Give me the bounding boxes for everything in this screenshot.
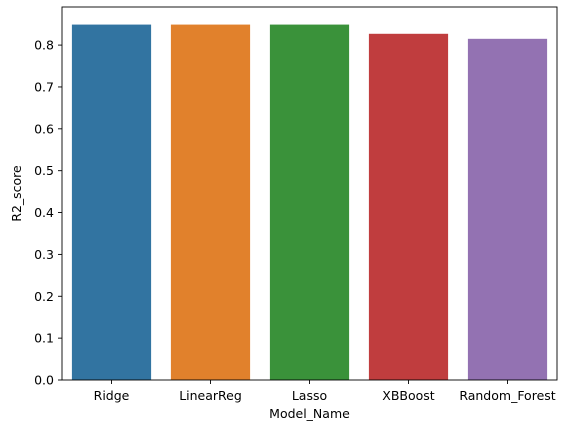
x-tick-label: XBBoost [382, 388, 435, 403]
y-tick-label: 0.3 [34, 247, 54, 262]
bar-xbboost [368, 33, 449, 381]
y-tick-label: 0.6 [34, 121, 54, 136]
plot-frame [61, 6, 558, 381]
y-tick-label: 0.4 [34, 205, 54, 220]
x-tick-label: Ridge [94, 388, 130, 403]
y-tick-label: 0.8 [34, 38, 54, 53]
x-axis-ticks: Ridge LinearReg Lasso XBBoost Random_Forest [94, 380, 556, 403]
x-tick-label: LinearReg [179, 388, 242, 403]
bar-lasso [269, 24, 350, 381]
x-tick-label: Lasso [292, 388, 327, 403]
y-tick-label: 0.0 [34, 373, 54, 388]
y-axis-ticks: 0.0 0.1 0.2 0.3 0.4 0.5 0.6 0.7 0.8 [34, 38, 62, 388]
bars-group [71, 24, 548, 381]
bar-linearreg [170, 24, 251, 381]
x-axis-label: Model_Name [269, 406, 350, 421]
bar-random-forest [467, 38, 548, 380]
y-tick-label: 0.2 [34, 289, 54, 304]
y-tick-label: 0.7 [34, 79, 54, 94]
y-tick-label: 0.5 [34, 163, 54, 178]
y-axis-label: R2_score [9, 165, 24, 222]
y-tick-label: 0.1 [34, 331, 54, 346]
x-tick-label: Random_Forest [459, 388, 555, 403]
bar-ridge [71, 24, 152, 381]
